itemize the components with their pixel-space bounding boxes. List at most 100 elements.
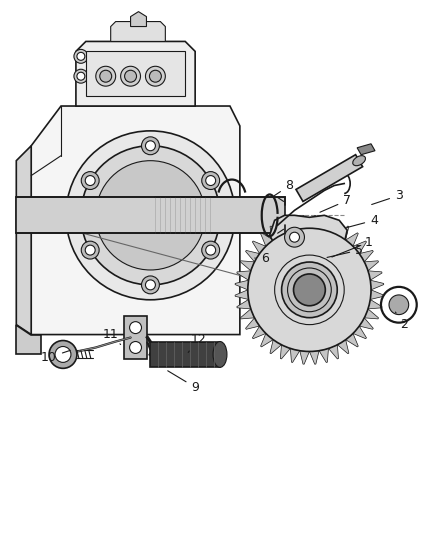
Polygon shape: [16, 146, 31, 335]
Polygon shape: [76, 42, 195, 106]
Polygon shape: [86, 51, 185, 96]
Circle shape: [96, 66, 116, 86]
Polygon shape: [296, 155, 363, 201]
Polygon shape: [124, 316, 148, 359]
Polygon shape: [237, 300, 251, 309]
Ellipse shape: [213, 342, 227, 367]
Polygon shape: [300, 215, 309, 229]
Polygon shape: [235, 280, 249, 290]
Text: 7: 7: [320, 194, 351, 212]
Circle shape: [81, 172, 99, 190]
Polygon shape: [353, 241, 367, 254]
Polygon shape: [346, 334, 358, 347]
Text: 1: 1: [332, 236, 373, 257]
Circle shape: [120, 66, 141, 86]
Polygon shape: [328, 221, 339, 235]
Circle shape: [141, 137, 159, 155]
Polygon shape: [240, 309, 254, 319]
Circle shape: [49, 341, 77, 368]
Circle shape: [389, 295, 409, 314]
Polygon shape: [111, 21, 165, 42]
Polygon shape: [16, 325, 41, 354]
Polygon shape: [246, 318, 260, 329]
Text: 2: 2: [396, 312, 408, 331]
Polygon shape: [235, 290, 249, 300]
Circle shape: [66, 131, 235, 300]
Circle shape: [145, 280, 155, 290]
Circle shape: [290, 232, 300, 242]
Circle shape: [81, 146, 220, 285]
Text: 11: 11: [103, 328, 120, 344]
Circle shape: [130, 321, 141, 334]
Circle shape: [145, 66, 165, 86]
Polygon shape: [357, 144, 375, 155]
Polygon shape: [280, 221, 290, 235]
Ellipse shape: [353, 156, 365, 166]
Polygon shape: [261, 334, 273, 347]
Circle shape: [81, 241, 99, 259]
Polygon shape: [150, 342, 220, 367]
Circle shape: [141, 276, 159, 294]
Polygon shape: [240, 261, 254, 271]
Text: 9: 9: [168, 371, 199, 394]
Circle shape: [77, 52, 85, 60]
Polygon shape: [364, 261, 378, 271]
Circle shape: [96, 160, 205, 270]
Text: 10: 10: [41, 350, 70, 364]
Text: 3: 3: [372, 189, 403, 205]
Polygon shape: [370, 280, 384, 290]
Polygon shape: [270, 340, 282, 354]
Circle shape: [206, 175, 215, 185]
Circle shape: [202, 172, 219, 190]
Polygon shape: [359, 251, 373, 262]
Polygon shape: [346, 233, 358, 246]
Circle shape: [202, 241, 219, 259]
Polygon shape: [370, 290, 384, 300]
Text: 5: 5: [327, 244, 363, 257]
Polygon shape: [31, 106, 240, 335]
Polygon shape: [337, 226, 349, 240]
Polygon shape: [237, 271, 251, 280]
Circle shape: [85, 175, 95, 185]
Circle shape: [285, 227, 304, 247]
Polygon shape: [309, 351, 319, 364]
Polygon shape: [270, 215, 347, 257]
Circle shape: [124, 70, 137, 82]
Text: 12: 12: [188, 333, 206, 352]
Text: 4: 4: [347, 214, 378, 228]
Circle shape: [130, 342, 141, 353]
Polygon shape: [16, 197, 285, 233]
Circle shape: [74, 69, 88, 83]
Circle shape: [149, 70, 161, 82]
Circle shape: [293, 274, 325, 306]
Circle shape: [145, 141, 155, 151]
Polygon shape: [364, 309, 378, 319]
Text: 6: 6: [255, 252, 268, 264]
Polygon shape: [246, 251, 260, 262]
Polygon shape: [252, 241, 266, 254]
Polygon shape: [359, 318, 373, 329]
Polygon shape: [290, 217, 300, 231]
Circle shape: [282, 262, 337, 318]
Text: 8: 8: [274, 179, 293, 196]
Polygon shape: [261, 233, 273, 246]
Polygon shape: [368, 300, 382, 309]
Polygon shape: [270, 226, 282, 240]
Circle shape: [55, 346, 71, 362]
Polygon shape: [290, 349, 300, 362]
Polygon shape: [280, 345, 290, 359]
Polygon shape: [319, 349, 328, 362]
Polygon shape: [300, 351, 309, 364]
Polygon shape: [368, 271, 382, 280]
Polygon shape: [337, 340, 349, 354]
Polygon shape: [131, 12, 146, 27]
Circle shape: [77, 72, 85, 80]
Circle shape: [85, 245, 95, 255]
Polygon shape: [353, 326, 367, 338]
Circle shape: [100, 70, 112, 82]
Polygon shape: [309, 215, 319, 229]
Circle shape: [248, 228, 371, 351]
Polygon shape: [328, 345, 339, 359]
Polygon shape: [319, 217, 328, 231]
Circle shape: [206, 245, 215, 255]
